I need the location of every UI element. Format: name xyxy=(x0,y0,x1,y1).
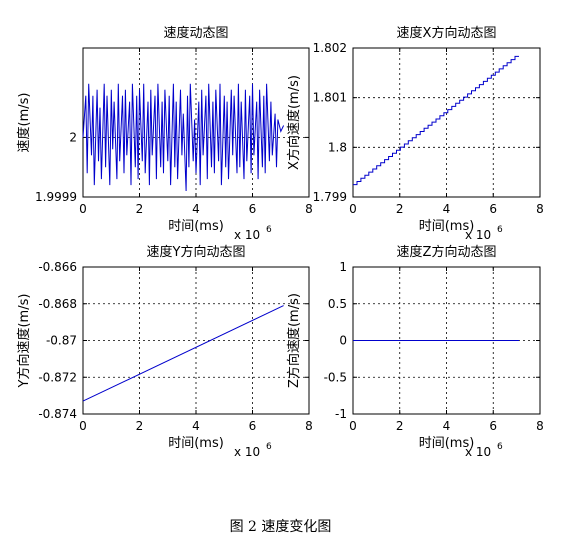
figure-caption: 图 2 速度变化图 xyxy=(229,519,332,535)
x-multiplier-label: x 10 xyxy=(465,445,491,459)
x-multiplier-label: x 10 xyxy=(234,228,260,242)
chart-panel-2: 0 2 4 6 81.7991.81.8011.802速度X方向动态图时间(ms)X方向… xyxy=(286,25,544,242)
y-tick-label: 1.801 xyxy=(313,91,347,105)
plot-area xyxy=(82,266,310,415)
chart-title: 速度动态图 xyxy=(163,25,228,41)
x-multiplier-exponent: 6 xyxy=(497,225,503,235)
y-tick-label: 0.5 xyxy=(328,297,347,311)
y-tick-label: -0.872 xyxy=(38,370,77,384)
x-multiplier-exponent: 6 xyxy=(497,442,503,452)
x-tick-label: 2 xyxy=(396,419,404,433)
y-tick-label: 1 xyxy=(339,260,347,274)
y-tick-label: -0.5 xyxy=(324,370,347,384)
x-tick-label: 4 xyxy=(443,202,451,216)
x-axis-label: 时间(ms) xyxy=(168,436,224,451)
y-axis-label: X方向速度(m/s) xyxy=(286,75,302,170)
series-line xyxy=(82,305,284,402)
x-tick-label: 0 xyxy=(349,202,357,216)
x-tick-label: 4 xyxy=(192,202,200,216)
x-tick-label: 6 xyxy=(489,419,497,433)
y-tick-label: -1 xyxy=(335,407,347,421)
chart-title: 速度Z方向动态图 xyxy=(397,244,497,260)
x-tick-label: 0 xyxy=(79,202,87,216)
x-tick-label: 6 xyxy=(249,202,257,216)
x-tick-label: 2 xyxy=(136,419,144,433)
x-multiplier-label: x 10 xyxy=(465,228,491,242)
x-tick-label: 8 xyxy=(536,202,544,216)
x-tick-label: 2 xyxy=(136,202,144,216)
plot-area xyxy=(352,47,541,198)
x-axis-label: 时间(ms) xyxy=(419,219,475,234)
x-axis-label: 时间(ms) xyxy=(168,219,224,234)
chart-title: 速度X方向动态图 xyxy=(397,25,497,41)
y-tick-label: 2 xyxy=(69,130,77,144)
x-tick-label: 2 xyxy=(396,202,404,216)
y-tick-label: 1.799 xyxy=(313,190,347,204)
y-axis-label: Z方向速度(m/s) xyxy=(286,293,302,388)
y-tick-label: -0.866 xyxy=(38,260,77,274)
x-multiplier-exponent: 6 xyxy=(266,225,272,235)
y-tick-label: -0.87 xyxy=(46,334,77,348)
x-tick-label: 8 xyxy=(305,419,313,433)
y-tick-label: 1.802 xyxy=(313,41,347,55)
x-tick-label: 4 xyxy=(192,419,200,433)
x-tick-label: 6 xyxy=(489,202,497,216)
y-axis-label: Y方向速度(m/s) xyxy=(16,294,32,389)
x-tick-label: 6 xyxy=(249,419,257,433)
chart-panel-3: 0 2 4 6 8 -0.874 -0.872 -0.87 -0.868 -0.866 速度Y方向动… xyxy=(16,244,313,459)
y-tick-label: 1.8 xyxy=(328,140,347,154)
x-tick-label: 8 xyxy=(536,419,544,433)
chart-title: 速度Y方向动态图 xyxy=(147,244,246,260)
y-axis-label: 速度(m/s) xyxy=(16,93,32,153)
y-tick-label: 0 xyxy=(339,334,347,348)
x-tick-label: 4 xyxy=(443,419,451,433)
y-tick-label: -0.874 xyxy=(38,407,77,421)
x-multiplier-label: x 10 xyxy=(234,445,260,459)
x-tick-label: 8 xyxy=(305,202,313,216)
y-tick-label: 1.9999 xyxy=(35,190,77,204)
x-multiplier-exponent: 6 xyxy=(266,442,272,452)
x-tick-label: 0 xyxy=(79,419,87,433)
x-tick-label: 0 xyxy=(349,419,357,433)
y-tick-label: -0.868 xyxy=(38,297,77,311)
series-line xyxy=(82,83,285,192)
x-axis-label: 时间(ms) xyxy=(419,436,475,451)
series-line xyxy=(353,55,519,186)
